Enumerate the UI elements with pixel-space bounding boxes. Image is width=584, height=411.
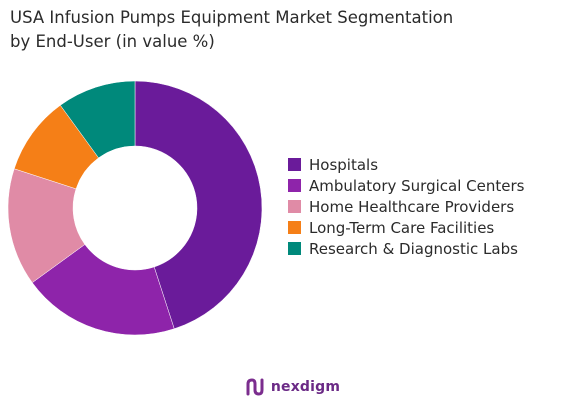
legend-swatch-1 xyxy=(288,179,301,192)
chart-title-line-1: USA Infusion Pumps Equipment Market Segm… xyxy=(10,8,454,27)
legend-swatch-3 xyxy=(288,221,301,234)
legend-item-2: Home Healthcare Providers xyxy=(288,196,524,217)
legend-item-3: Long-Term Care Facilities xyxy=(288,217,524,238)
nexdigm-logo-icon xyxy=(246,378,264,396)
legend-label-4: Research & Diagnostic Labs xyxy=(309,239,518,258)
legend-swatch-4 xyxy=(288,242,301,255)
chart-legend: Hospitals Ambulatory Surgical Centers Home… xyxy=(288,154,524,259)
legend-label-0: Hospitals xyxy=(309,155,379,174)
chart-title: USA Infusion Pumps Equipment Market Segm… xyxy=(10,6,570,54)
legend-label-2: Home Healthcare Providers xyxy=(309,197,515,216)
legend-label-3: Long-Term Care Facilities xyxy=(309,218,495,237)
legend-item-4: Research & Diagnostic Labs xyxy=(288,238,524,259)
donut-slice-4 xyxy=(60,80,136,159)
legend-swatch-2 xyxy=(288,200,301,213)
legend-label-1: Ambulatory Surgical Centers xyxy=(309,176,525,195)
chart-title-line-2: by End-User (in value %) xyxy=(10,32,215,51)
legend-item-0: Hospitals xyxy=(288,154,524,175)
brand-name: nexdigm xyxy=(270,379,341,395)
footer-brand: nexdigm xyxy=(0,376,584,398)
legend-swatch-0 xyxy=(288,158,301,171)
donut-slice-1 xyxy=(31,244,175,336)
donut-slice-0 xyxy=(134,80,263,330)
legend-item-1: Ambulatory Surgical Centers xyxy=(288,175,524,196)
